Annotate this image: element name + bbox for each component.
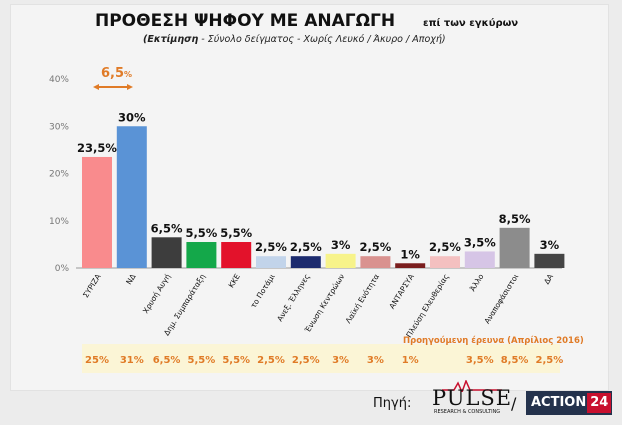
- bar: [116, 126, 147, 268]
- pulse-wave-icon: [442, 380, 502, 392]
- bar: [464, 251, 495, 268]
- data-label: 3%: [540, 238, 560, 252]
- bar: [499, 227, 530, 268]
- previous-survey-title: Προηγούμενη έρευνα (Απρίλιος 2016): [403, 335, 584, 346]
- category-label: το Ποτάμι: [249, 272, 277, 310]
- previous-value: 1%: [402, 355, 419, 366]
- previous-value: 25%: [85, 355, 109, 366]
- source-separator: /: [511, 394, 517, 413]
- y-tick-label: 40%: [49, 75, 69, 85]
- category-label: Άλλο: [468, 272, 486, 293]
- previous-value: 6,5%: [153, 355, 181, 366]
- gap-arrow-right: [127, 84, 133, 90]
- gap-arrow-left: [93, 84, 99, 90]
- action24-logo: ACTION 24: [526, 391, 612, 415]
- value-labels-group: 23,5%30%6,5% 5,5% 5,5%2,5% 2,5% 3% 2,5%1%2,5%…: [77, 110, 560, 261]
- bar: [256, 256, 286, 268]
- pulse-logo: PULSE RESEARCH & CONSULTING: [432, 380, 513, 418]
- previous-value: 2,5%: [257, 355, 285, 366]
- data-label: 2,5%: [429, 240, 461, 254]
- bar: [430, 256, 460, 268]
- category-label: Χρυσή Αυγή: [141, 272, 172, 315]
- action24-number: 24: [587, 393, 612, 413]
- subtitle-bold: (Εκτίμηση: [143, 34, 198, 45]
- data-label: 6,5%: [151, 221, 183, 235]
- previous-value: 5,5%: [222, 355, 250, 366]
- gap-percent: %: [124, 70, 132, 79]
- y-axis: 0% 10% 20% 30% 40%: [49, 75, 69, 274]
- pulse-subtitle: RESEARCH & CONSULTING: [434, 409, 501, 415]
- gap-label: 6,5%: [101, 66, 132, 81]
- action24-word: ACTION: [531, 395, 587, 410]
- y-tick-label: 10%: [49, 217, 69, 227]
- data-label: 5,5%: [220, 226, 252, 240]
- bar: [221, 242, 252, 268]
- subtitle-rest: - Σύνολο δείγματος - Χωρίς Λευκό / Άκυρο…: [198, 34, 445, 45]
- bar: [290, 256, 321, 268]
- category-label: Αναποφάσιστοι: [482, 272, 520, 325]
- previous-values-group: 25% 31% 6,5% 5,5% 5,5% 2,5% 2,5% 3% 3% 1% 3,5% 8,5%…: [85, 355, 563, 366]
- data-label: 23,5%: [77, 141, 117, 155]
- pulse-wordmark: PULSE: [432, 386, 513, 410]
- bar: [82, 156, 112, 268]
- bar: [395, 263, 426, 268]
- data-label: 2,5%: [290, 240, 322, 254]
- chart-title: ΠΡΟΘΕΣΗ ΨΗΦΟΥ ΜΕ ΑΝΑΓΩΓΗ: [95, 11, 395, 31]
- data-label: 1%: [400, 247, 420, 261]
- y-tick-label: 0%: [55, 264, 70, 274]
- data-label: 2,5%: [359, 240, 391, 254]
- category-label: ΝΔ: [124, 272, 138, 287]
- data-label: 2,5%: [255, 240, 287, 254]
- bar: [151, 237, 182, 268]
- y-tick-label: 30%: [49, 122, 69, 132]
- data-label: 8,5%: [499, 212, 531, 226]
- previous-value: 31%: [120, 355, 144, 366]
- category-label: ΚΚΕ: [227, 272, 242, 289]
- bar: [186, 242, 217, 268]
- category-label: Ένωση Κεντρώων: [303, 272, 347, 335]
- source-label: Πηγή:: [373, 396, 412, 411]
- previous-value: 2,5%: [292, 355, 320, 366]
- data-label: 30%: [118, 110, 146, 124]
- bar: [534, 253, 565, 268]
- bar: [360, 256, 391, 268]
- previous-value: 5,5%: [188, 355, 216, 366]
- previous-value: 2,5%: [536, 355, 564, 366]
- previous-value: 3%: [367, 355, 384, 366]
- category-label: ΣΥΡΙΖΑ: [81, 272, 103, 300]
- bar: [325, 253, 356, 268]
- gap-annotation: 6,5%: [93, 66, 133, 90]
- previous-value: 8,5%: [501, 355, 529, 366]
- data-label: 3,5%: [464, 235, 496, 249]
- chart-title-suffix: επί των εγκύρων: [423, 17, 518, 29]
- category-label: ΔΑ: [542, 272, 556, 286]
- bars-group: [82, 126, 565, 268]
- category-label: Ανεξ. Έλληνες: [275, 272, 311, 323]
- category-label: Λαϊκή Ενότητα: [344, 272, 382, 325]
- category-label: ΑΝΤΑΡΣΥΑ: [387, 272, 416, 311]
- previous-survey-band: [82, 344, 560, 373]
- chart-subtitle: (Εκτίμηση - Σύνολο δείγματος - Χωρίς Λευ…: [143, 34, 446, 45]
- data-label: 5,5%: [185, 226, 217, 240]
- gap-value: 6,5: [101, 66, 124, 81]
- previous-value: 3%: [332, 355, 349, 366]
- y-tick-label: 20%: [49, 170, 69, 180]
- previous-value: 3,5%: [466, 355, 494, 366]
- data-label: 3%: [331, 238, 351, 252]
